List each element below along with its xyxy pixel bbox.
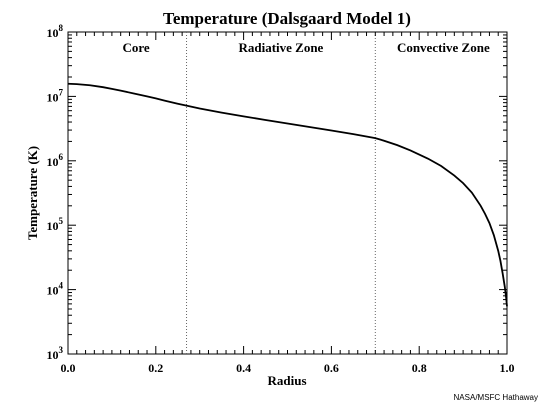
y-tick-base: 10 [47, 284, 59, 298]
y-tick-base: 10 [47, 155, 59, 169]
y-tick-label: 108 [47, 23, 64, 40]
x-tick-label: 1.0 [500, 361, 515, 375]
y-tick-base: 10 [47, 348, 59, 362]
chart-title: Temperature (Dalsgaard Model 1) [163, 9, 411, 28]
plot-frame [67, 31, 508, 355]
y-tick-exponent: 8 [59, 23, 64, 33]
temperature-curve [67, 82, 508, 307]
x-tick-label: 0.0 [61, 361, 76, 375]
x-tick-label: 0.8 [412, 361, 427, 375]
y-tick-base: 10 [47, 219, 59, 233]
y-tick-exponent: 3 [59, 345, 64, 355]
y-tick-exponent: 7 [59, 87, 64, 97]
credit-text: NASA/MSFC Hathaway [454, 393, 538, 402]
y-tick-label: 106 [47, 152, 64, 169]
y-tick-exponent: 5 [59, 216, 64, 226]
y-tick-label: 107 [47, 87, 64, 104]
x-tick-label: 0.2 [148, 361, 163, 375]
y-tick-exponent: 4 [59, 281, 64, 291]
y-tick-label: 105 [47, 216, 64, 233]
x-tick-label: 0.6 [324, 361, 339, 375]
x-tick-label: 0.4 [236, 361, 251, 375]
y-tick-exponent: 6 [59, 152, 64, 162]
y-axis-label: Temperature (K) [25, 146, 40, 240]
zone-label-1: Radiative Zone [238, 40, 323, 55]
x-axis-label: Radius [267, 373, 306, 388]
y-tick-label: 103 [47, 345, 64, 362]
zone-label-0: Core [122, 40, 149, 55]
y-tick-base: 10 [47, 90, 59, 104]
zone-label-2: Convective Zone [397, 40, 490, 55]
y-tick-label: 104 [47, 281, 64, 298]
y-tick-base: 10 [47, 26, 59, 40]
